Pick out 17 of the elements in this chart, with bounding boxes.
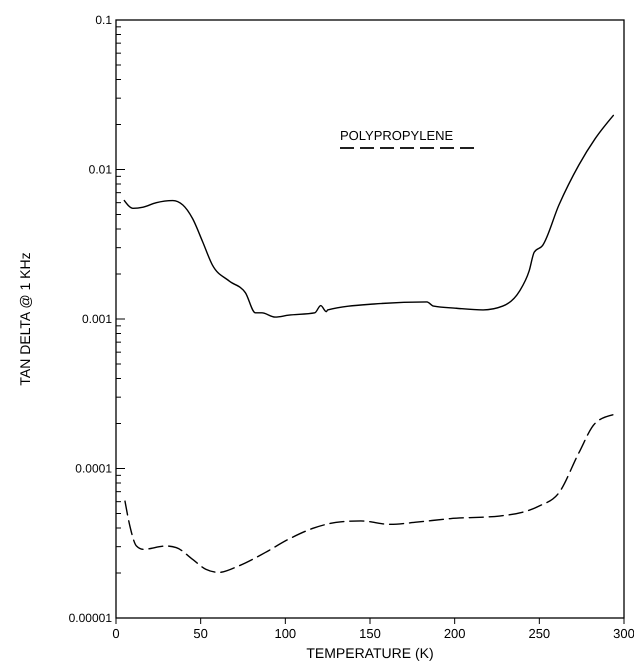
x-tick-label: 0 bbox=[112, 626, 120, 641]
x-tick-label: 100 bbox=[274, 626, 296, 641]
y-tick-label: 0.0001 bbox=[75, 462, 112, 476]
y-tick-label: 0.1 bbox=[95, 13, 112, 28]
x-tick-label: 50 bbox=[193, 626, 208, 641]
y-tick-label: 0.001 bbox=[82, 312, 112, 326]
x-tick-label: 250 bbox=[528, 626, 550, 641]
y-tick-label: 0.01 bbox=[88, 162, 112, 177]
line-series bbox=[124, 414, 614, 574]
line-series bbox=[124, 114, 614, 318]
x-tick-label: 300 bbox=[613, 626, 635, 641]
x-tick-label: 150 bbox=[359, 626, 381, 641]
text: POLYPROPYLENE bbox=[340, 128, 454, 143]
y-axis-title: TAN DELTA @ 1 KHz bbox=[17, 252, 33, 386]
x-tick-label: 200 bbox=[444, 626, 466, 641]
y-tick-label: 0.00001 bbox=[68, 611, 112, 626]
x-axis-title: TEMPERATURE (K) bbox=[306, 645, 434, 661]
